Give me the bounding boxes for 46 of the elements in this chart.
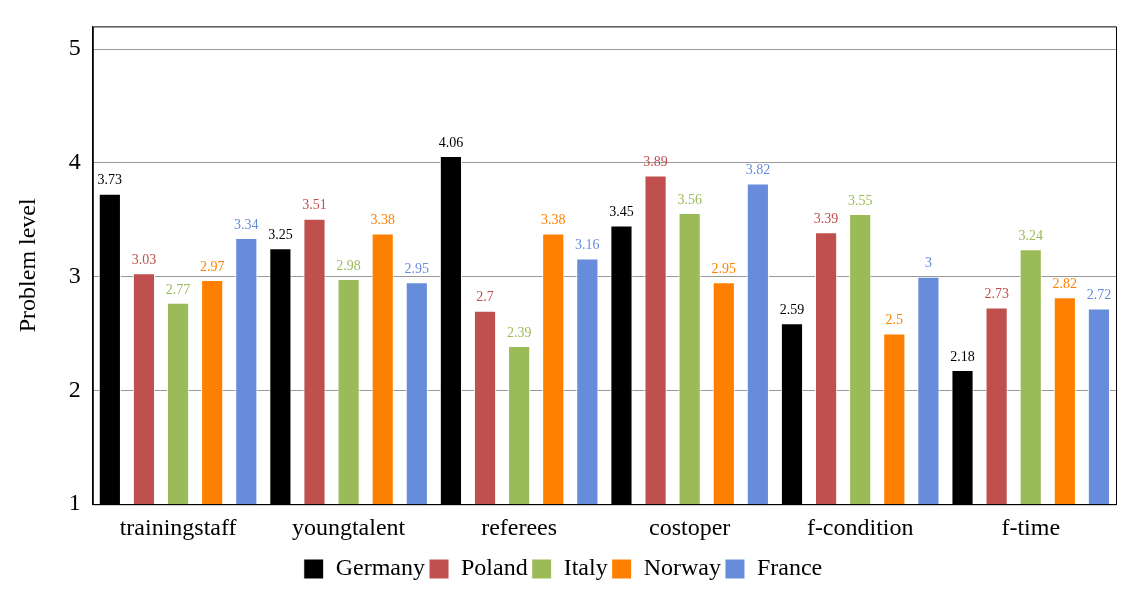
data-label: 3.73 xyxy=(97,172,123,188)
x-tick-label: referees xyxy=(481,513,558,540)
data-label: 2.77 xyxy=(165,281,191,297)
legend-label: Italy xyxy=(563,554,608,581)
data-label: 2.39 xyxy=(506,324,532,340)
data-label: 3.38 xyxy=(540,212,566,228)
x-tick-label: costoper xyxy=(649,513,731,540)
data-label: 4.06 xyxy=(438,134,464,150)
data-label: 3.51 xyxy=(302,197,327,213)
data-label: 2.95 xyxy=(711,261,737,277)
data-label: 3.34 xyxy=(234,216,259,232)
x-tick-label: f-time xyxy=(1001,513,1061,540)
data-label: 3.38 xyxy=(370,212,395,228)
data-label: 2.73 xyxy=(984,286,1009,302)
data-label: 3.39 xyxy=(813,210,839,226)
data-label: 2.98 xyxy=(336,257,361,273)
data-label: 3.16 xyxy=(575,237,600,253)
data-label: 3.56 xyxy=(677,191,702,207)
data-label: 3.45 xyxy=(609,204,634,220)
data-label: 2.82 xyxy=(1052,275,1078,291)
y-tick-label: 5 xyxy=(68,34,81,61)
x-tick-label: youngtalent xyxy=(291,513,406,540)
data-label: 2.5 xyxy=(885,312,904,328)
y-axis-title: Problem level xyxy=(13,197,40,333)
data-label: 2.95 xyxy=(404,261,430,277)
legend-label: Germany xyxy=(335,554,426,581)
data-label: 3.25 xyxy=(268,226,293,242)
data-label: 2.18 xyxy=(950,348,975,364)
data-label: 2.59 xyxy=(779,301,805,317)
data-label: 3.24 xyxy=(1018,228,1043,244)
legend-label: Norway xyxy=(643,554,721,581)
data-label: 2.72 xyxy=(1086,287,1112,303)
data-label: 2.7 xyxy=(476,289,494,305)
data-label: 3 xyxy=(924,255,932,271)
legend-label: Poland xyxy=(461,554,528,581)
y-tick-label: 4 xyxy=(68,148,81,175)
data-label: 2.97 xyxy=(199,258,225,274)
data-label: 3.82 xyxy=(745,162,771,178)
x-tick-label: trainingstaff xyxy=(119,513,237,540)
y-tick-label: 3 xyxy=(68,261,81,288)
data-label: 3.03 xyxy=(131,251,157,267)
x-tick-label: f-condition xyxy=(806,513,914,540)
y-tick-label: 1 xyxy=(68,489,81,516)
y-tick-label: 2 xyxy=(68,375,81,402)
data-label: 3.55 xyxy=(847,192,873,208)
legend-label: France xyxy=(756,554,823,581)
